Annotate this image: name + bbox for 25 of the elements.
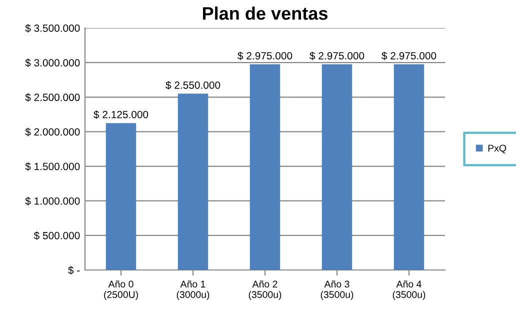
y-tick-label: $ - — [68, 266, 80, 274]
x-tick-label: Año 0 (2500U) — [104, 280, 138, 300]
legend-label: PxQ — [488, 144, 506, 154]
data-label: $ 2.975.000 — [382, 52, 436, 60]
y-tick-label: $ 1.500.000 — [25, 162, 80, 171]
bar — [178, 94, 208, 270]
data-label: $ 2.125.000 — [94, 110, 148, 119]
x-tick-label: Año 2 (3500u) — [248, 280, 282, 300]
data-label: $ 2.975.000 — [238, 52, 292, 60]
bar — [106, 123, 136, 270]
chart-title: Plan de ventas — [202, 6, 328, 20]
bar — [250, 64, 280, 270]
y-tick-label: $ 3.000.000 — [25, 58, 80, 68]
y-tick-label: $ 2.000.000 — [25, 128, 80, 136]
y-tick-label: $ 2.500.000 — [25, 93, 80, 102]
x-tick-label: Año 3 (3500u) — [320, 280, 354, 300]
data-label: $ 2.550.000 — [166, 81, 220, 90]
y-tick-label: $ 1.000.000 — [25, 196, 80, 206]
y-tick-label: $ 3.500.000 — [25, 24, 80, 32]
y-tick-label: $ 500.000 — [34, 231, 80, 240]
bar — [322, 64, 352, 270]
bar — [394, 64, 424, 270]
x-tick-label: Año 1 (3000u) — [176, 280, 210, 300]
data-label: $ 2.975.000 — [310, 52, 364, 60]
x-tick-label: Año 4 (3500u) — [392, 280, 426, 300]
